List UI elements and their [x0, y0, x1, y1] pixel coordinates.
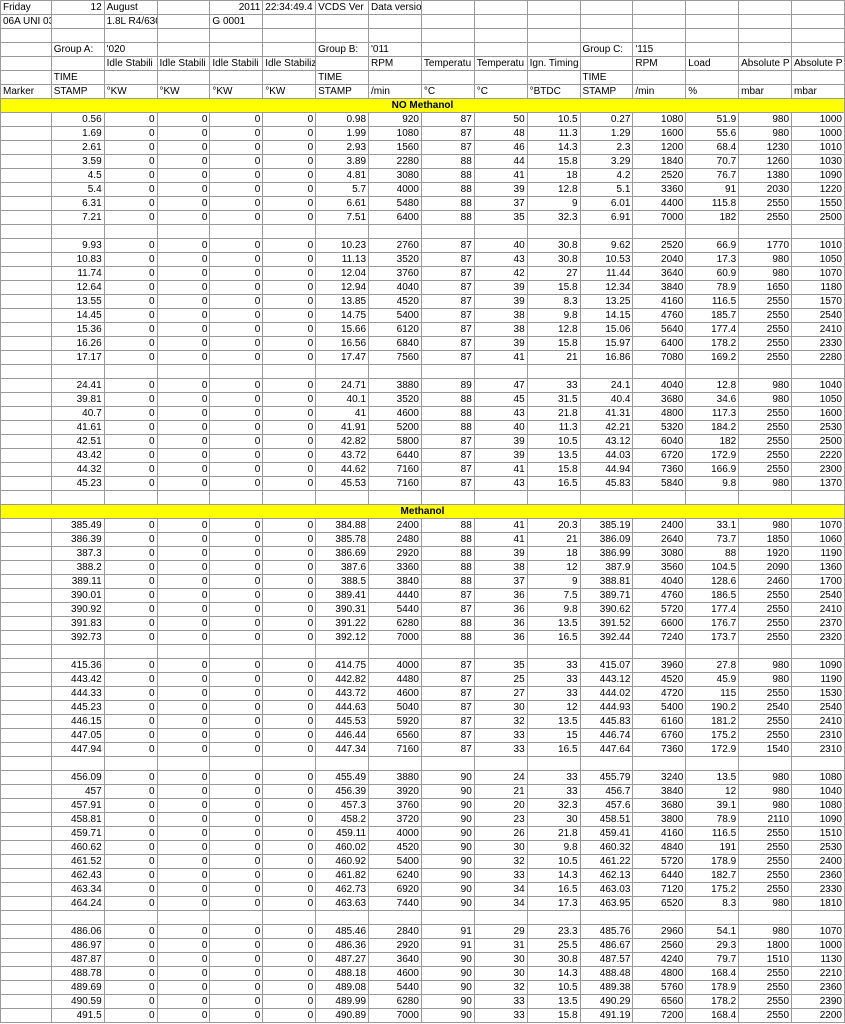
table-row: 459.710000459.114000902621.8459.41416011…	[1, 827, 845, 841]
table-row: 14.45000014.75540087389.814.154760185.72…	[1, 309, 845, 323]
table-row: 42.51000042.825800873910.543.12604018225…	[1, 435, 845, 449]
table-row: 10.83000011.133520874330.810.53204017.39…	[1, 253, 845, 267]
table-row: 386.390000385.782480884121386.09264073.7…	[1, 533, 845, 547]
table-row: 461.520000460.925400903210.5461.22572017…	[1, 855, 845, 869]
table-row: 387.30000386.692920883918386.99308088192…	[1, 547, 845, 561]
table-row: 491.50000490.897000903315.8491.197200168…	[1, 1009, 845, 1023]
table-row: 462.430000461.826240903314.3462.13644018…	[1, 869, 845, 883]
table-row: 12.64000012.944040873915.812.34384078.91…	[1, 281, 845, 295]
table-row: 9.93000010.232760874030.89.62252066.9177…	[1, 239, 845, 253]
table-row: 24.41000024.71388089473324.1404012.89801…	[1, 379, 845, 393]
table-row: 2.6100002.931560874614.32.3120068.412301…	[1, 141, 845, 155]
table-row: 0.5600000.98920875010.50.27108051.998010…	[1, 113, 845, 127]
table-row: 447.050000446.446560873315446.746760175.…	[1, 729, 845, 743]
table-row: 487.870000487.273640903030.8487.57424079…	[1, 953, 845, 967]
table-row: 464.240000463.637440903417.3463.9565208.…	[1, 897, 845, 911]
table-row: 388.20000387.63360883812387.93560104.520…	[1, 561, 845, 575]
table-row: 391.830000391.226280883613.5391.52660017…	[1, 617, 845, 631]
table-row: 17.17000017.47756087412116.867080169.225…	[1, 351, 845, 365]
table-row: 447.940000447.347160873316.5447.64736017…	[1, 743, 845, 757]
table-row: 6.3100006.615480883796.014400115.8255015…	[1, 197, 845, 211]
table-row: 41.61000041.915200884011.342.215320184.2…	[1, 421, 845, 435]
table-row: 389.110000388.5384088379388.814040128.62…	[1, 575, 845, 589]
table-row: 457.910000457.33760902032.3457.6368039.1…	[1, 799, 845, 813]
table-row: 415.360000414.754000873533415.07396027.8…	[1, 659, 845, 673]
table-row: 446.150000445.535920873213.5445.83616018…	[1, 715, 845, 729]
table-row: 39.81000040.13520884531.540.4368034.6980…	[1, 393, 845, 407]
vcds-log-table: Friday12August201122:34:49.4VCDS VerData…	[0, 0, 845, 1023]
table-row: 13.55000013.85452087398.313.254160116.52…	[1, 295, 845, 309]
table-row: 45.23000045.537160874316.545.8358409.898…	[1, 477, 845, 491]
table-row: 489.690000489.085440903210.5489.38576017…	[1, 981, 845, 995]
table-row: 43.42000043.726440873913.544.036720172.9…	[1, 449, 845, 463]
table-row: 443.420000442.824480872533443.12452045.9…	[1, 673, 845, 687]
table-row: 1.6900001.991080874811.31.29160055.69801…	[1, 127, 845, 141]
table-row: 7.2100007.516400883532.36.91700018225502…	[1, 211, 845, 225]
table-row: 463.340000462.736920903416.5463.03712017…	[1, 883, 845, 897]
table-row: 15.36000015.666120873812.815.065640177.4…	[1, 323, 845, 337]
table-row: 460.620000460.02452090309.8460.324840191…	[1, 841, 845, 855]
table-row: 444.330000443.724600872733444.0247201152…	[1, 687, 845, 701]
table-row: 490.590000489.996280903313.5490.29656017…	[1, 995, 845, 1009]
table-row: 4570000456.393920902133456.7384012980104…	[1, 785, 845, 799]
table-row: 3.5900003.892280884415.83.29184070.71260…	[1, 155, 845, 169]
table-row: 486.970000486.362920913125.5486.67256029…	[1, 939, 845, 953]
table-row: 445.230000444.635040873012444.935400190.…	[1, 701, 845, 715]
table-row: 390.010000389.41444087367.5389.714760186…	[1, 589, 845, 603]
table-row: 488.780000488.184600903014.3488.48480016…	[1, 967, 845, 981]
table-row: 5.400005.74000883912.85.133609120301220	[1, 183, 845, 197]
table-row: 16.26000016.566840873915.815.976400178.2…	[1, 337, 845, 351]
table-row: 456.090000455.493880902433455.79324013.5…	[1, 771, 845, 785]
table-row: 385.490000384.882400884120.3385.19240033…	[1, 519, 845, 533]
table-row: 392.730000392.127000883616.5392.44724017…	[1, 631, 845, 645]
table-row: 44.32000044.627160874115.844.947360166.9…	[1, 463, 845, 477]
table-row: 11.74000012.04376087422711.44364060.9980…	[1, 267, 845, 281]
section-header: NO Methanol	[1, 99, 845, 113]
table-row: 4.500004.8130808841184.2252076.713801090	[1, 169, 845, 183]
table-row: 458.810000458.23720902330458.51380078.92…	[1, 813, 845, 827]
table-row: 390.920000390.31544087369.8390.625720177…	[1, 603, 845, 617]
section-header: Methanol	[1, 505, 845, 519]
table-row: 40.70000414600884321.841.314800117.32550…	[1, 407, 845, 421]
table-row: 486.060000485.462840912923.3485.76296054…	[1, 925, 845, 939]
